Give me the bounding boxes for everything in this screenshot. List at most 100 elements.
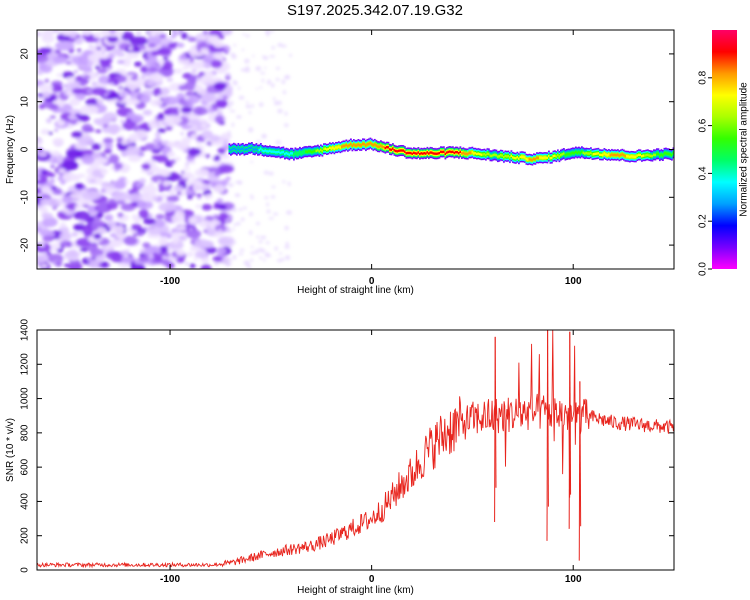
noise-blob <box>37 151 48 157</box>
y-tick-label: 10 <box>20 96 31 108</box>
noise-blob <box>69 32 78 39</box>
noise-blob <box>74 182 84 190</box>
ridge-core <box>329 146 331 150</box>
ridge-core <box>603 152 606 155</box>
noise-blob <box>196 193 202 198</box>
noise-blob <box>187 147 202 156</box>
noise-speck <box>287 181 291 186</box>
ridge-core <box>614 153 616 157</box>
noise-blob <box>165 126 173 131</box>
ridge-core <box>560 153 562 157</box>
noise-speck <box>248 264 251 269</box>
ridge-core <box>615 153 618 157</box>
ridge-core <box>285 152 288 155</box>
ridge-core <box>344 144 346 148</box>
noise-blob <box>109 233 117 238</box>
noise-blob <box>129 36 148 46</box>
ridge-core <box>390 148 393 151</box>
noise-blob <box>201 203 213 211</box>
noise-blob <box>214 261 219 265</box>
y-axis-label: SNR (10 * v/v) <box>5 418 16 482</box>
ridge-core <box>305 150 307 153</box>
noise-blob <box>172 238 179 244</box>
snr-background <box>37 330 674 570</box>
noise-speck <box>272 97 276 100</box>
noise-blob <box>174 185 184 191</box>
noise-blob <box>209 247 217 251</box>
noise-blob <box>45 44 51 48</box>
noise-blob <box>120 139 129 146</box>
noise-blob <box>74 38 83 45</box>
noise-blob <box>133 61 142 67</box>
noise-blob <box>211 105 219 110</box>
noise-blob <box>176 249 186 257</box>
noise-blob <box>59 240 73 248</box>
noise-blob <box>210 59 223 69</box>
noise-speck <box>250 251 256 255</box>
noise-blob <box>185 162 190 166</box>
noise-blob <box>39 206 49 214</box>
noise-blob <box>105 251 122 260</box>
noise-blob <box>189 263 196 269</box>
noise-speck <box>251 103 254 109</box>
noise-blob <box>138 230 145 235</box>
figure-title: S197.2025.342.07.19.G32 <box>287 2 463 19</box>
noise-speck <box>274 100 279 106</box>
noise-region <box>37 30 293 269</box>
ridge-core <box>318 150 321 153</box>
noise-blob <box>212 205 220 209</box>
noise-blob <box>200 264 212 269</box>
noise-blob <box>138 209 149 219</box>
noise-speck <box>256 140 261 144</box>
noise-blob <box>203 229 208 233</box>
noise-blob <box>200 47 210 54</box>
noise-blob <box>151 148 161 154</box>
ridge-core <box>666 152 669 155</box>
noise-blob <box>140 185 158 195</box>
colorbar-tick-label: 0.0 <box>698 262 709 276</box>
noise-blob <box>214 154 221 161</box>
noise-speck <box>274 246 278 251</box>
noise-blob <box>164 109 171 113</box>
ridge-core <box>480 153 483 156</box>
ridge-core <box>590 151 592 155</box>
ridge-core <box>626 155 628 158</box>
ridge-core <box>405 152 408 155</box>
noise-blob <box>48 131 53 135</box>
noise-blob <box>81 30 93 36</box>
noise-blob <box>191 71 197 76</box>
ridge-core <box>644 154 646 157</box>
ridge-core <box>446 151 448 154</box>
ridge-core <box>260 147 262 150</box>
noise-blob <box>130 76 138 81</box>
noise-blob <box>225 72 231 77</box>
noise-blob <box>206 228 216 237</box>
ridge-core <box>600 153 603 157</box>
noise-blob <box>66 149 83 159</box>
ridge-core <box>396 150 399 153</box>
ridge-core <box>576 151 579 155</box>
noise-speck <box>280 44 287 48</box>
noise-speck <box>265 30 271 35</box>
colorbar-tick-label: 0.4 <box>698 166 709 180</box>
noise-blob <box>157 180 162 184</box>
ridge-core <box>389 148 391 151</box>
ridge-core <box>425 152 427 155</box>
noise-blob <box>149 247 160 253</box>
noise-blob <box>186 63 195 68</box>
noise-speck <box>263 170 269 175</box>
ridge-core <box>656 152 658 156</box>
noise-speck <box>241 48 245 52</box>
noise-blob <box>127 192 144 203</box>
noise-blob <box>140 194 154 203</box>
noise-blob <box>41 185 51 194</box>
noise-speck <box>232 80 238 86</box>
colorbar-tick-label: 0.2 <box>698 214 709 228</box>
noise-blob <box>218 153 231 160</box>
ridge-core <box>606 154 609 157</box>
ridge-core <box>411 152 414 156</box>
ridge-core <box>657 152 660 156</box>
ridge-core <box>575 150 577 154</box>
noise-speck <box>279 252 283 255</box>
